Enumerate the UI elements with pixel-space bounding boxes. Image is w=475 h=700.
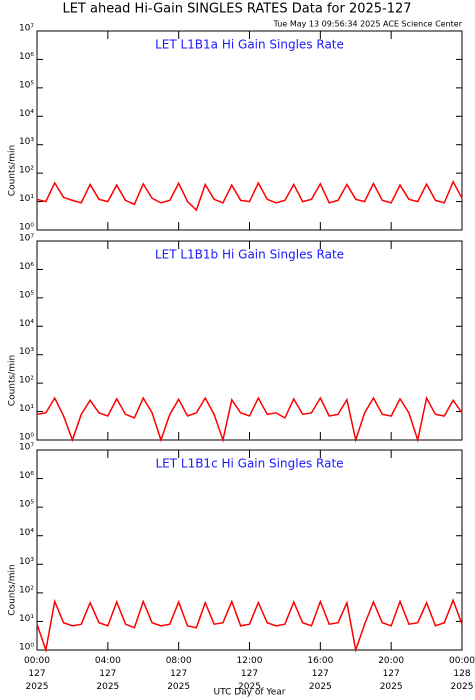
- page-title: LET ahead Hi-Gain SINGLES RATES Data for…: [62, 2, 411, 17]
- timestamp: Tue May 13 09:56:34 2025 ACE Science Cen…: [273, 20, 463, 29]
- x-tick-label-line: 00:00: [449, 656, 475, 666]
- x-tick-label-line: 2025: [26, 682, 49, 692]
- plot-frame: [36, 240, 463, 441]
- x-tick-label-line: 20:00: [378, 656, 404, 666]
- x-tick-label: 04:00 127 2025: [95, 656, 121, 692]
- y-tick-label: 10⁴: [19, 528, 34, 538]
- y-tick-label: 10⁰: [19, 643, 34, 653]
- y-tick-label: 10⁴: [19, 319, 34, 329]
- y-tick-label: 10⁰: [19, 433, 34, 443]
- y-axis-label: Counts/min: [8, 355, 18, 406]
- x-tick-label-line: 127: [28, 669, 45, 679]
- y-tick-label: 10⁵: [19, 80, 34, 90]
- y-tick-label: 10²: [19, 585, 34, 595]
- x-tick-label: 16:00 127 2025: [307, 656, 333, 692]
- x-tick-label-line: 128: [453, 669, 470, 679]
- y-tick-label: 10³: [19, 347, 34, 357]
- x-tick-label-line: 2025: [309, 682, 332, 692]
- y-tick-label: 10¹: [19, 404, 34, 414]
- x-tick-label: 20:00 127 2025: [378, 656, 404, 692]
- data-line: [36, 598, 463, 653]
- y-tick-label: 10²: [19, 376, 34, 386]
- plot-frame: [36, 449, 463, 651]
- x-tick-label-line: 04:00: [95, 656, 121, 666]
- y-tick-label: 10¹: [19, 194, 34, 204]
- x-tick-label-line: 2025: [238, 682, 261, 692]
- x-tick-label: 12:00 127 2025: [237, 656, 263, 692]
- x-tick-label-line: 16:00: [307, 656, 333, 666]
- x-tick-label-line: 2025: [167, 682, 190, 692]
- y-tick-label: 10⁶: [19, 262, 34, 272]
- y-tick-label: 10²: [19, 166, 34, 176]
- y-tick-label: 10⁷: [19, 24, 34, 34]
- x-tick-label-line: 127: [383, 669, 400, 679]
- x-tick-label-line: 127: [170, 669, 187, 679]
- y-tick-label: 10³: [19, 557, 34, 567]
- data-line: [36, 395, 463, 443]
- x-tick-label-line: 00:00: [24, 656, 50, 666]
- data-line: [36, 179, 463, 212]
- x-tick-label: 08:00 127 2025: [166, 656, 192, 692]
- x-axis-label: UTC Day of Year: [214, 688, 286, 698]
- x-tick-label-line: 127: [99, 669, 116, 679]
- x-tick-label: 00:00 128 2025: [449, 656, 475, 692]
- x-tick-label-line: 12:00: [237, 656, 263, 666]
- x-tick-label-line: 2025: [96, 682, 119, 692]
- y-tick-label: 10⁰: [19, 223, 34, 233]
- y-tick-label: 10⁶: [19, 471, 34, 481]
- panel-title: LET L1B1a Hi Gain Singles Rate: [155, 38, 344, 52]
- y-tick-label: 10¹: [19, 614, 34, 624]
- panel-title: LET L1B1c Hi Gain Singles Rate: [155, 457, 343, 471]
- x-tick-label-line: 08:00: [166, 656, 192, 666]
- x-tick-label-line: 127: [312, 669, 329, 679]
- y-tick-label: 10³: [19, 137, 34, 147]
- y-tick-label: 10⁵: [19, 500, 34, 510]
- y-tick-label: 10⁶: [19, 52, 34, 62]
- x-tick-label-line: 127: [241, 669, 258, 679]
- panel-title: LET L1B1b Hi Gain Singles Rate: [155, 248, 344, 262]
- y-tick-label: 10⁴: [19, 109, 34, 119]
- y-axis-label: Counts/min: [8, 145, 18, 196]
- x-tick-label-line: 2025: [380, 682, 403, 692]
- y-axis-label: Counts/min: [8, 564, 18, 615]
- y-tick-label: 10⁷: [19, 443, 34, 453]
- y-tick-label: 10⁵: [19, 290, 34, 300]
- x-tick-label: 00:00 127 2025: [24, 656, 50, 692]
- y-tick-label: 10⁷: [19, 234, 34, 244]
- x-tick-label-line: 2025: [451, 682, 474, 692]
